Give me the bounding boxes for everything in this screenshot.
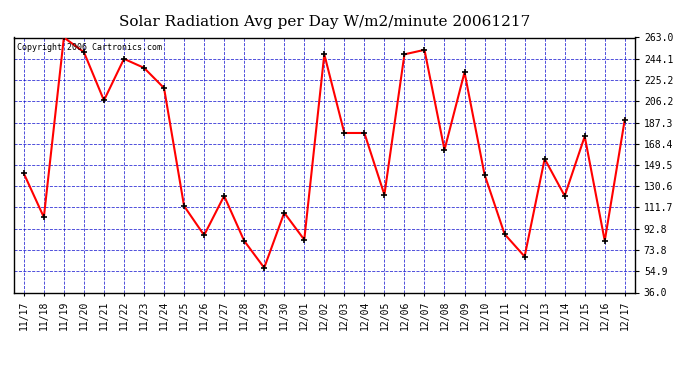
Text: Copyright 2006 Cartronics.com: Copyright 2006 Cartronics.com [17, 43, 162, 52]
Text: Solar Radiation Avg per Day W/m2/minute 20061217: Solar Radiation Avg per Day W/m2/minute … [119, 15, 530, 29]
